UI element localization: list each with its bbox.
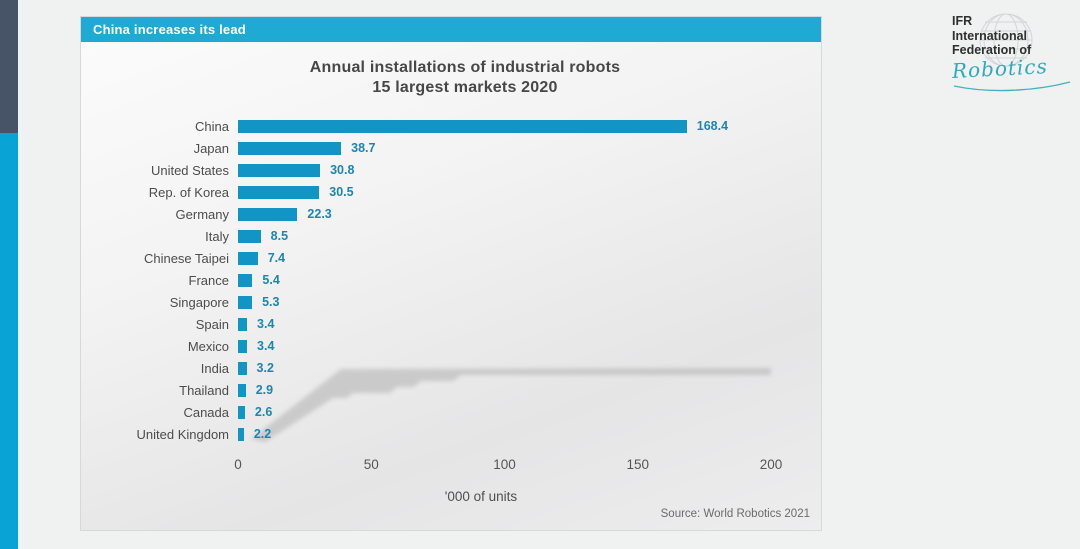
bar [238, 229, 261, 243]
chart-header-title: China increases its lead [93, 22, 246, 37]
bar [238, 273, 253, 287]
value-label: 2.9 [255, 383, 274, 397]
bar [238, 405, 245, 419]
bar [238, 295, 253, 309]
value-label: 7.4 [267, 251, 286, 265]
left-accent-navy [0, 0, 18, 133]
bar [238, 251, 258, 265]
category-label: Thailand [179, 382, 229, 398]
value-label: 38.7 [351, 141, 376, 155]
bar-row: Spain 3.4 [81, 313, 821, 335]
value-label: 5.3 [262, 295, 280, 309]
axis-tick-label: 0 [234, 457, 242, 472]
logo-line-federation: Federation of [952, 43, 1032, 57]
value-label: 3.4 [257, 339, 275, 353]
category-label: Rep. of Korea [148, 184, 229, 200]
category-label: Spain [195, 316, 229, 332]
value-label: 3.4 [257, 317, 275, 331]
chart-body: Annual installations of industrial robot… [81, 42, 821, 530]
axis-tick-label: 200 [759, 457, 783, 472]
chart-header-bar: China increases its lead [81, 17, 821, 42]
bar-row: Canada 2.6 [81, 401, 821, 423]
bar-row: China 168.4 [81, 115, 821, 137]
category-label: United States [150, 162, 229, 178]
category-label: India [200, 360, 229, 376]
category-label: Singapore [169, 294, 229, 310]
value-label: 2.2 [253, 427, 272, 441]
value-label: 168.4 [696, 119, 729, 133]
bar-row: France 5.4 [81, 269, 821, 291]
bar [238, 141, 342, 155]
left-accent-cyan [0, 133, 18, 549]
bar [238, 207, 298, 221]
value-label: 22.3 [307, 207, 332, 221]
category-label: Chinese Taipei [143, 250, 229, 266]
logo-swoosh-icon [953, 81, 1071, 92]
bar-row: Italy 8.5 [81, 225, 821, 247]
category-label: Mexico [187, 338, 229, 354]
chart-title-line2: 15 largest markets 2020 [372, 79, 558, 96]
bar [238, 317, 248, 331]
category-label: Italy [205, 228, 229, 244]
category-label: Germany [175, 206, 229, 222]
source-note: Source: World Robotics 2021 [660, 508, 810, 520]
bar-row: Mexico 3.4 [81, 335, 821, 357]
bar [238, 383, 246, 397]
x-axis-label: '000 of units [444, 489, 518, 504]
value-label: 30.8 [330, 163, 355, 177]
bar-row: United Kingdom 2.2 [81, 423, 821, 445]
category-label: Japan [193, 140, 229, 156]
category-label: China [195, 118, 229, 134]
category-label: United Kingdom [136, 426, 230, 442]
value-label: 2.6 [254, 405, 273, 419]
bar-row: Singapore 5.3 [81, 291, 821, 313]
bar [238, 185, 320, 199]
bar-row: United States 30.8 [81, 159, 821, 181]
bar-row: Thailand 2.9 [81, 379, 821, 401]
chart-title: Annual installations of industrial robot… [81, 42, 821, 98]
bar-row: Chinese Taipei 7.4 [81, 247, 821, 269]
value-label: 3.2 [256, 361, 274, 375]
bar [238, 119, 687, 133]
axis-tick-label: 150 [626, 457, 650, 472]
ifr-logo: IFR International Federation of Robotics [951, 13, 1077, 104]
bar-row: India 3.2 [81, 357, 821, 379]
bar-row: Japan 38.7 [81, 137, 821, 159]
axis-tick-label: 50 [363, 457, 379, 472]
chart-panel: China increases its lead Annual installa… [80, 16, 822, 531]
value-label: 5.4 [262, 273, 280, 287]
category-label: France [188, 272, 229, 288]
bar-row: Germany 22.3 [81, 203, 821, 225]
category-label: Canada [183, 404, 229, 420]
value-label: 8.5 [270, 229, 289, 243]
globe-icon [979, 13, 1033, 67]
left-accent-divider [18, 0, 21, 549]
bar [238, 339, 248, 353]
value-label: 30.5 [329, 185, 354, 199]
bar-row: Rep. of Korea 30.5 [81, 181, 821, 203]
logo-line-international: International [952, 28, 1028, 43]
logo-line-ifr: IFR [952, 14, 973, 28]
bar [238, 427, 244, 441]
bar [238, 163, 321, 177]
bar [238, 361, 247, 375]
axis-tick-label: 100 [493, 457, 516, 472]
chart-title-line1: Annual installations of industrial robot… [309, 59, 621, 76]
